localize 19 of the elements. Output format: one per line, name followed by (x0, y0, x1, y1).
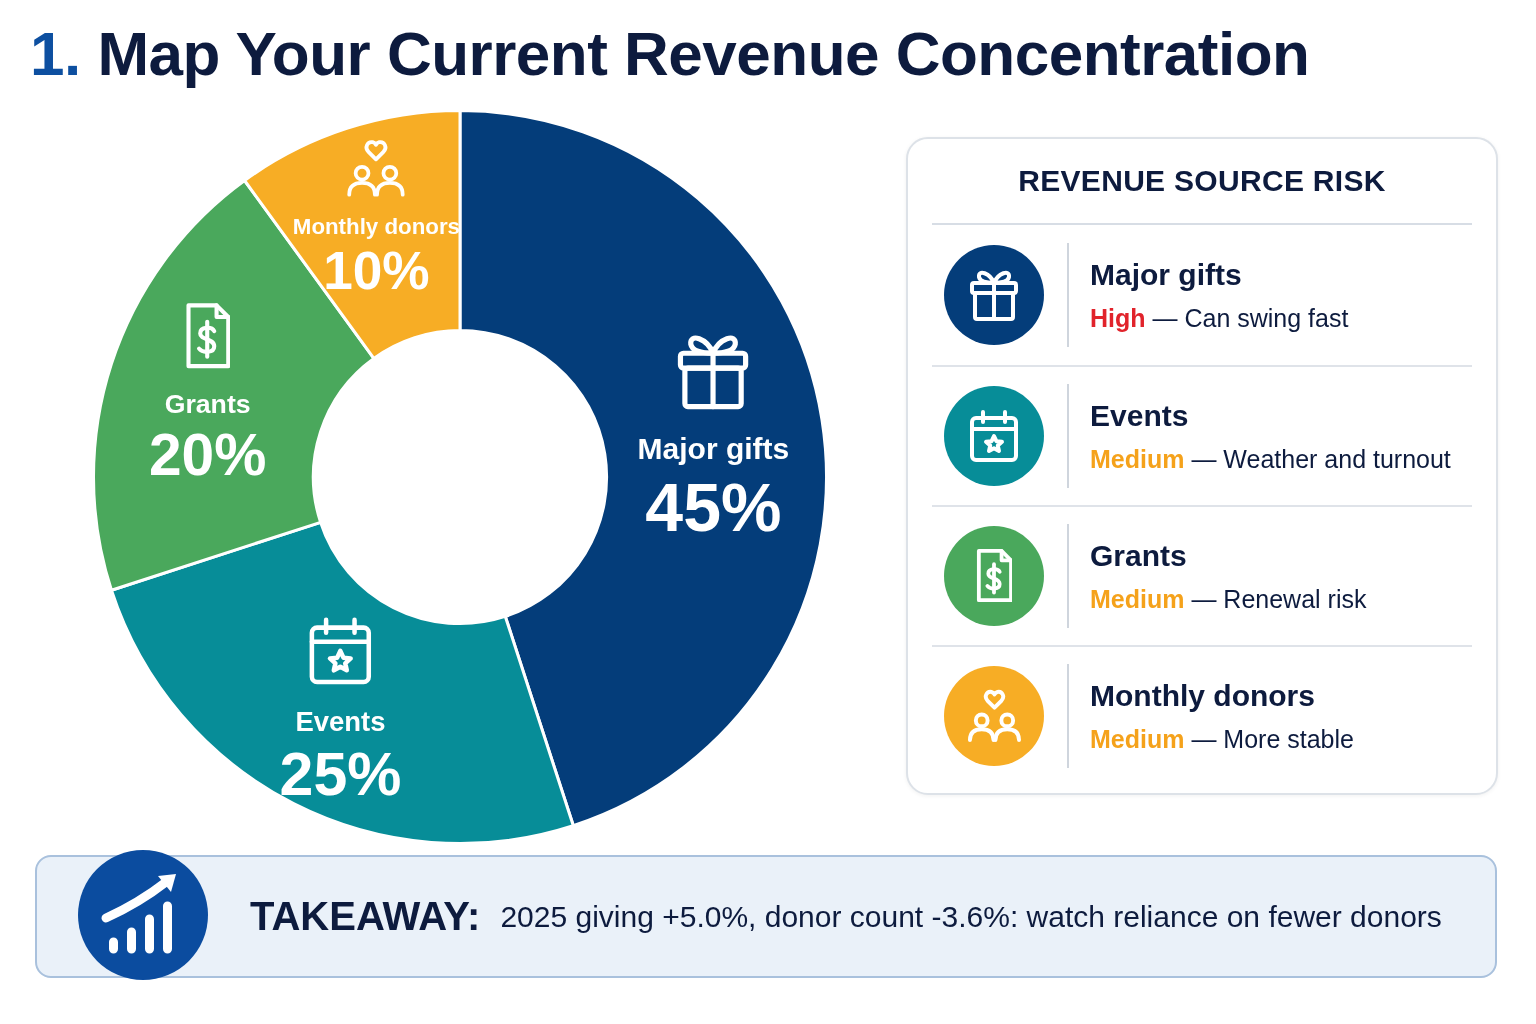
category-label: Events (1090, 398, 1190, 434)
slice-label: Major gifts (637, 432, 790, 466)
category-label: Monthly donors (1090, 678, 1316, 714)
text: Medium — Weather and turnout (1090, 444, 1451, 474)
data-label: 20% (148, 422, 267, 488)
text: Medium — More stable (1090, 724, 1354, 754)
chart-title: 1. Map Your Current Revenue Concentration (30, 19, 1310, 89)
text: TAKEAWAY: 2025 giving +5.0%, donor count -3.6%: watch reliance on fewer donors (250, 894, 1442, 939)
category-label: Major gifts (1090, 257, 1243, 293)
slice-label: Grants (164, 388, 251, 419)
text: Medium — Renewal risk (1090, 584, 1367, 614)
slice-label: Events (295, 705, 386, 737)
text: REVENUE SOURCE RISK (1018, 164, 1386, 198)
slice-label: Monthly donors (292, 213, 461, 239)
data-label: 10% (323, 240, 430, 300)
data-label: 25% (279, 739, 402, 808)
text: High — Can swing fast (1090, 303, 1349, 333)
category-label: Grants (1090, 538, 1188, 574)
data-label: 45% (645, 468, 782, 545)
